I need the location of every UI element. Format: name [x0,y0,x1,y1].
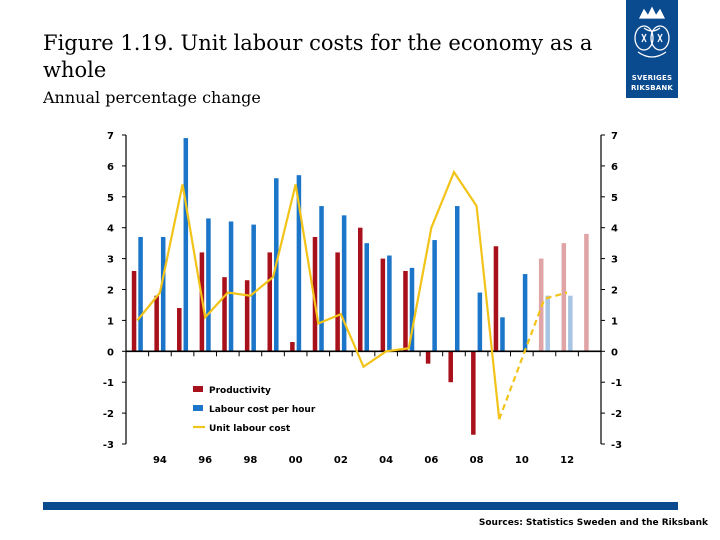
labour-cost-bar [409,267,415,352]
chart-subtitle: Annual percentage change [43,88,261,107]
productivity-bar [154,295,159,352]
labour-cost-bar [319,206,324,352]
labour-cost-bar [500,317,505,352]
labour-cost-bar [477,292,483,352]
labour-cost-bar [183,138,189,352]
y-tick-label-right: 0 [611,347,618,358]
y-tick-label-left: 6 [107,162,114,173]
labour-cost-bar [387,255,392,352]
labour-cost-bar [522,274,528,352]
y-tick-label-left: -2 [103,409,114,420]
labour-cost-bar [206,218,211,352]
y-tick-label-left: 5 [107,193,114,204]
y-tick-label-left: 7 [107,131,114,142]
y-tick-label-left: 3 [107,255,114,266]
chart-canvas: -3 -3-2 -2-1 -10 01 12 23 34 45 56 67 794 96 98 00 02 04… [103,131,622,466]
productivity-bar [425,351,431,364]
y-tick-label-left: 2 [107,286,114,297]
productivity-bar [403,270,408,352]
y-tick-label-right: 4 [611,224,618,235]
legend-swatch-productivity [193,386,203,392]
legend-label-productivity: Productivity [209,386,271,396]
y-tick-label-right: 3 [611,255,618,266]
x-tick-label: 12 [560,455,574,466]
y-tick-label-right: 2 [611,286,618,297]
legend-label-labour-cost: Labour cost per hour [209,405,316,415]
x-tick-label: 06 [424,455,438,466]
logo-line2: RIKSBANK [630,84,674,92]
x-tick-label: 94 [153,455,167,466]
unit-labour-cost-forecast-line [498,291,568,420]
y-tick-label-right: 1 [611,316,618,327]
x-tick-label: 02 [334,455,348,466]
x-tick-label: 00 [289,455,303,466]
productivity-bar [131,270,137,352]
y-tick-label-left: -3 [103,440,114,451]
productivity-bar [471,351,476,435]
productivity-bar [380,258,386,352]
y-tick-label-left: 4 [107,224,114,235]
y-tick-label-left: -1 [103,378,114,389]
productivity-bar [312,236,318,352]
y-tick-label-right: 5 [611,193,618,204]
productivity-bar [222,277,227,352]
labour-cost-bar [364,243,370,352]
labour-cost-bar [545,295,550,352]
chart-title: Figure 1.19. Unit labour costs for the e… [43,31,593,82]
productivity-bar [177,308,182,352]
productivity-bar [584,233,589,352]
legend-label-unit-labour-cost: Unit labour cost [209,424,291,434]
y-tick-label-left: 1 [107,316,114,327]
logo-line1: SVERIGES [631,74,673,82]
labour-cost-bar [454,206,460,352]
y-tick-label-right: -3 [611,440,622,451]
riksbank-logo: SVERIGES RIKSBANK [626,0,678,98]
riksbank-crown-emblem-icon [634,6,670,58]
y-tick-label-right: -2 [611,409,622,420]
footer-bar [43,502,678,510]
x-tick-label: 96 [198,455,212,466]
productivity-bar [267,252,273,352]
labour-cost-bar [228,221,234,352]
productivity-bar [244,280,250,352]
labour-cost-bar [432,240,437,352]
productivity-bar [357,227,363,352]
labour-cost-bar [138,236,143,352]
labour-cost-bar [568,295,573,352]
source-note: Sources: Statistics Sweden and the Riksb… [478,518,708,528]
y-tick-label-right: 7 [611,131,618,142]
x-tick-label: 10 [515,455,529,466]
x-tick-label: 08 [470,455,484,466]
productivity-bar [448,351,453,383]
productivity-bar [335,252,340,352]
labour-cost-bar [160,236,166,352]
productivity-bar [290,342,295,352]
x-tick-label: 98 [243,455,257,466]
productivity-bar [561,243,567,352]
productivity-bar [493,246,499,352]
y-tick-label-right: -1 [611,378,622,389]
labour-cost-bar [341,215,347,352]
y-tick-label-right: 6 [611,162,618,173]
labour-cost-bar [251,224,256,352]
x-tick-label: 04 [379,455,393,466]
y-tick-label-left: 0 [107,347,114,358]
legend-swatch-labour-cost [193,405,203,411]
labour-cost-bar [296,175,302,352]
unit-labour-cost-line [136,169,501,420]
